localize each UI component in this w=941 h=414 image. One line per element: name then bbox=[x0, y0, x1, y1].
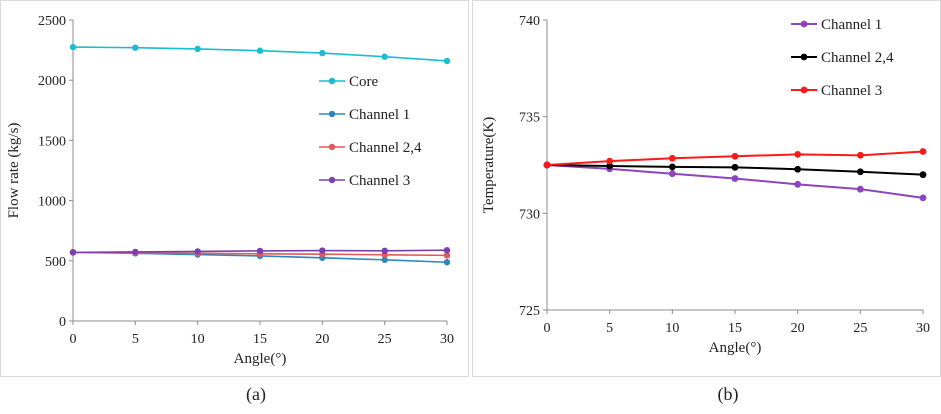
y-tick-label: 0 bbox=[59, 315, 66, 330]
caption-a: (a) bbox=[246, 384, 266, 404]
data-point bbox=[919, 194, 927, 202]
data-point bbox=[256, 47, 264, 54]
legend-marker bbox=[328, 77, 336, 85]
data-point bbox=[69, 43, 77, 51]
x-tick-label: 5 bbox=[132, 332, 139, 347]
y-tick-label: 2500 bbox=[38, 14, 66, 29]
data-point bbox=[69, 249, 77, 256]
x-tick-label: 10 bbox=[191, 332, 205, 347]
caption-b: (b) bbox=[717, 384, 739, 404]
x-tick-label: 10 bbox=[665, 321, 679, 336]
chart-panel-a: 0 500 1000 1500 2000 2500 0 5 10 15 20 25 30 Angle(°)… bbox=[0, 0, 469, 377]
data-point bbox=[668, 170, 676, 178]
data-point bbox=[731, 152, 739, 160]
data-point bbox=[443, 57, 451, 65]
legend-marker bbox=[800, 53, 808, 61]
data-point bbox=[381, 256, 388, 264]
x-tick-label: 25 bbox=[853, 321, 867, 336]
data-point bbox=[606, 157, 614, 165]
legend-label: Channel 3 bbox=[821, 83, 882, 99]
x-tick-label: 5 bbox=[606, 321, 613, 336]
x-tick-label: 30 bbox=[440, 332, 454, 347]
data-point bbox=[132, 248, 139, 256]
legend-label: Core bbox=[349, 74, 379, 90]
data-point bbox=[381, 247, 388, 255]
y-tick-label: 725 bbox=[519, 304, 540, 319]
data-point bbox=[856, 151, 864, 159]
legend-label: Channel 1 bbox=[349, 107, 410, 123]
data-point bbox=[319, 49, 326, 57]
data-point bbox=[794, 180, 802, 188]
x-axis-label: Angle(°) bbox=[709, 340, 762, 356]
data-point bbox=[443, 259, 451, 266]
legend-marker bbox=[328, 176, 336, 184]
data-point bbox=[194, 45, 201, 53]
y-axis-label: Temperature(K) bbox=[481, 117, 497, 213]
y-axis-label: Flow rate (kg/s) bbox=[6, 123, 22, 219]
legend-label: Channel 2,4 bbox=[821, 50, 894, 66]
y-tick-label: 730 bbox=[519, 207, 540, 222]
data-point bbox=[794, 165, 802, 173]
x-tick-label: 20 bbox=[791, 321, 805, 336]
data-point bbox=[919, 148, 927, 155]
data-point bbox=[919, 171, 927, 179]
x-tick-label: 15 bbox=[728, 321, 742, 336]
legend-label: Channel 2,4 bbox=[349, 140, 422, 156]
x-tick-label: 0 bbox=[544, 321, 551, 336]
y-tick-label: 1500 bbox=[38, 134, 66, 149]
data-point bbox=[543, 161, 551, 169]
y-tick-label: 1000 bbox=[38, 195, 66, 210]
chart-panel-b: 725 730 735 740 0 5 10 15 20 25 30 Angle(°) Temperat… bbox=[472, 0, 941, 377]
data-point bbox=[381, 53, 388, 60]
data-point bbox=[731, 175, 739, 182]
y-tick-label: 735 bbox=[519, 111, 540, 126]
y-tick-label: 2000 bbox=[38, 74, 66, 89]
data-point bbox=[794, 150, 802, 158]
data-point bbox=[132, 44, 139, 51]
data-point bbox=[668, 163, 676, 171]
x-tick-label: 30 bbox=[916, 321, 930, 336]
data-point bbox=[731, 163, 739, 171]
data-point bbox=[256, 247, 264, 255]
y-tick-label: 500 bbox=[45, 255, 66, 270]
legend-marker bbox=[800, 86, 808, 94]
data-point bbox=[319, 247, 326, 254]
legend-marker bbox=[328, 110, 336, 118]
flow-rate-chart: 0 500 1000 1500 2000 2500 0 5 10 15 20 25 30 Angle(°)… bbox=[6, 14, 454, 367]
data-point bbox=[668, 154, 676, 162]
legend-marker bbox=[328, 143, 336, 151]
legend-marker bbox=[800, 20, 808, 28]
data-point bbox=[443, 247, 451, 254]
data-point bbox=[443, 252, 451, 259]
x-tick-label: 15 bbox=[253, 332, 267, 347]
legend-label: Channel 1 bbox=[821, 17, 882, 33]
legend-label: Channel 3 bbox=[349, 173, 410, 189]
y-tick-label: 740 bbox=[519, 14, 540, 29]
x-tick-label: 25 bbox=[378, 332, 392, 347]
data-point bbox=[856, 168, 864, 176]
x-tick-label: 20 bbox=[315, 332, 329, 347]
x-tick-label: 0 bbox=[70, 332, 77, 347]
data-point bbox=[194, 248, 201, 255]
data-point bbox=[606, 162, 614, 170]
x-axis-label: Angle(°) bbox=[234, 351, 287, 367]
temperature-chart: 725 730 735 740 0 5 10 15 20 25 30 Angle(°) Temperat… bbox=[481, 14, 930, 356]
data-point bbox=[856, 185, 864, 193]
